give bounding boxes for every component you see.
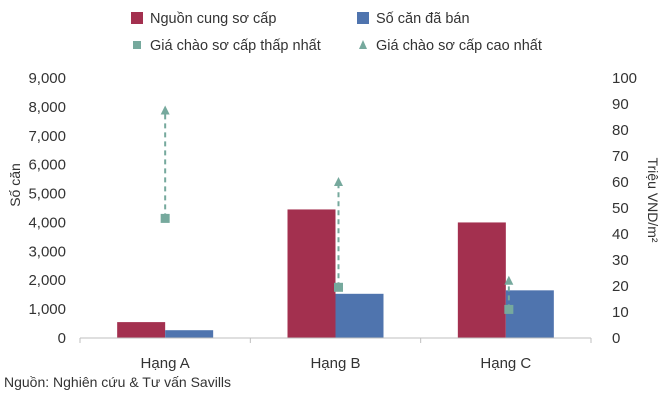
legend-swatch	[133, 41, 141, 49]
y2-tick-label: 80	[612, 122, 629, 139]
y2-tick-label: 50	[612, 200, 629, 217]
legend-item: Giá chào sơ cấp thấp nhất	[133, 38, 321, 54]
y2-tick-label: 30	[612, 252, 629, 269]
legend-label: Nguồn cung sơ cấp	[150, 11, 276, 27]
legend-item: Số căn đã bán	[357, 11, 470, 27]
high-price-marker	[334, 177, 343, 186]
high-price-marker	[160, 105, 170, 115]
y2-tick-label: 90	[612, 96, 629, 113]
left-axis: 0 1,000 2,000 3,000 4,000 5,000 6,000 7,000 8,00…	[28, 70, 66, 347]
bar	[117, 322, 166, 338]
bar	[165, 330, 214, 338]
low-price-marker	[504, 304, 514, 314]
legend: Nguồn cung sơ cấp Số căn đã bán Giá chào s…	[131, 11, 542, 54]
y2-tick-label: 70	[612, 148, 629, 165]
y-tick-label: 4,000	[28, 214, 66, 231]
plot-area	[117, 105, 554, 338]
bar	[287, 209, 336, 338]
y-tick-label: 9,000	[28, 70, 66, 87]
low-price-marker	[160, 213, 170, 223]
high-price-marker	[504, 275, 514, 285]
legend-item: Nguồn cung sơ cấp	[131, 11, 276, 27]
y2-tick-label: 10	[612, 304, 629, 321]
legend-label: Giá chào sơ cấp thấp nhất	[150, 38, 321, 54]
y-tick-label: 3,000	[28, 243, 66, 260]
y-tick-label: 8,000	[28, 99, 66, 116]
y2-tick-label: 0	[612, 330, 620, 347]
y2-tick-label: 100	[612, 70, 637, 87]
low-price-marker	[334, 282, 343, 292]
legend-swatch	[357, 12, 369, 24]
y-tick-label: 6,000	[28, 157, 66, 174]
x-tick-label: Hạng A	[141, 355, 190, 372]
x-tick-label: Hạng C	[480, 355, 531, 372]
legend-swatch	[359, 40, 367, 49]
x-axis: Hạng A Hạng B Hạng C	[79, 337, 592, 372]
bar	[505, 290, 554, 338]
legend-label: Giá chào sơ cấp cao nhất	[376, 38, 542, 54]
bar	[457, 222, 506, 338]
y-tick-label: 5,000	[28, 186, 66, 203]
y2-axis-title: Triệu VND/m²	[645, 157, 661, 242]
y-tick-label: 2,000	[28, 272, 66, 289]
y2-tick-label: 40	[612, 226, 629, 243]
legend-swatch	[131, 12, 143, 24]
y-axis-title: Số căn	[7, 163, 23, 207]
y-tick-label: 0	[58, 330, 66, 347]
legend-label: Số căn đã bán	[376, 11, 470, 27]
y-tick-label: 7,000	[28, 128, 66, 145]
x-tick-label: Hạng B	[310, 355, 360, 372]
legend-item: Giá chào sơ cấp cao nhất	[359, 38, 542, 54]
y2-tick-label: 60	[612, 174, 629, 191]
y-tick-label: 1,000	[28, 301, 66, 318]
source-note: Nguồn: Nghiên cứu & Tư vấn Savills	[4, 374, 232, 390]
y2-tick-label: 20	[612, 278, 629, 295]
bar	[335, 293, 384, 338]
right-axis: 0 10 20 30 40 50 60 70 80 90 100	[612, 70, 637, 347]
